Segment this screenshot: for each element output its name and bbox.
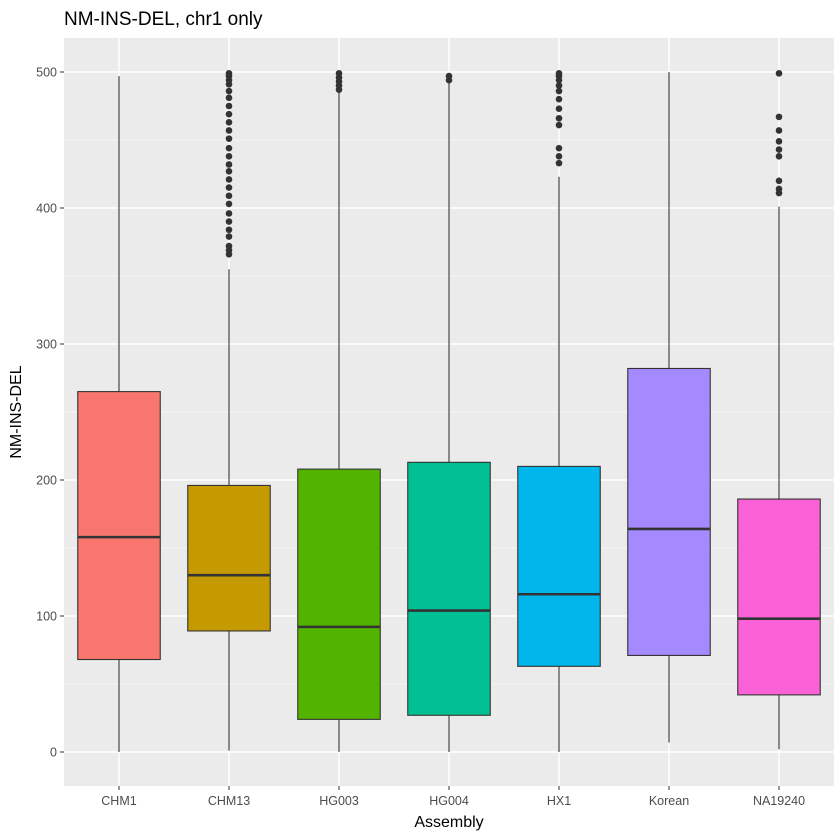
outlier-point [555, 87, 563, 95]
box-body [297, 468, 381, 720]
outlier-point [225, 242, 233, 250]
outlier-point [225, 226, 233, 234]
box-body [627, 367, 711, 656]
outlier-point [225, 110, 233, 118]
outlier-point [225, 144, 233, 152]
x-axis-title: Assembly [414, 814, 483, 831]
box-group-chm13 [187, 70, 271, 751]
outlier-point [225, 161, 233, 168]
x-tick-label: NA19240 [753, 794, 805, 808]
chart-title: NM-INS-DEL, chr1 only [64, 9, 263, 30]
y-tick-label: 200 [36, 474, 57, 488]
y-tick-label: 300 [36, 338, 57, 352]
outlier-point [225, 119, 233, 126]
outlier-point [775, 138, 783, 145]
outlier-point [775, 70, 783, 77]
outlier-point [225, 192, 233, 200]
x-tick-label: CHM1 [101, 794, 136, 808]
outlier-point [775, 153, 783, 160]
outlier-point [225, 102, 233, 110]
outlier-point [225, 153, 233, 160]
outlier-point [555, 114, 563, 122]
outlier-point [775, 127, 783, 134]
box-group-hg003 [297, 70, 381, 752]
y-tick-label: 400 [36, 202, 57, 216]
y-tick-label: 0 [50, 746, 57, 760]
outlier-point [225, 127, 233, 134]
x-tick-label: Korean [649, 794, 689, 808]
outlier-point [555, 159, 563, 167]
x-tick-label: HG004 [429, 794, 469, 808]
outlier-point [555, 95, 563, 103]
x-tick-label: HG003 [319, 794, 359, 808]
outlier-point [775, 146, 783, 153]
boxes [77, 70, 821, 752]
box-group-chm1 [77, 76, 161, 752]
box-group-na19240 [737, 70, 821, 750]
axes: 0 100 200 300 400 500 CHM1 CHM13 HG003 HG004 HX1 Ko… [36, 66, 805, 809]
outlier-point [555, 144, 563, 152]
outlier-point [555, 70, 563, 77]
outlier-point [225, 167, 233, 175]
outlier-point [225, 233, 233, 240]
box-group-hg004 [407, 72, 491, 752]
outlier-point [555, 82, 563, 89]
y-tick-label: 500 [36, 66, 57, 80]
x-tick-label: HX1 [547, 794, 571, 808]
box-group-korean [627, 72, 711, 743]
box-group-hx1 [517, 70, 601, 752]
y-tick-label: 100 [36, 610, 57, 624]
outlier-point [225, 87, 233, 95]
box-body [517, 465, 601, 667]
outlier-point [225, 94, 233, 102]
outlier-point [775, 185, 783, 193]
box-body [77, 391, 161, 661]
outlier-point [555, 105, 563, 113]
outlier-point [225, 184, 233, 191]
y-axis-title: NM-INS-DEL [8, 365, 25, 458]
outlier-point [555, 153, 563, 160]
x-tick-label: CHM13 [208, 794, 250, 808]
box-body [187, 484, 271, 632]
outlier-point [225, 210, 233, 217]
outlier-point [555, 121, 563, 129]
box-body [407, 461, 491, 716]
box-body [737, 498, 821, 696]
outlier-point [225, 70, 233, 77]
outlier-point [225, 218, 233, 225]
outlier-point [775, 177, 783, 185]
outlier-point [445, 72, 453, 80]
outlier-point [225, 176, 233, 183]
outlier-point [775, 113, 783, 121]
outlier-point [335, 70, 343, 77]
outlier-point [225, 135, 233, 142]
outlier-point [225, 200, 233, 208]
